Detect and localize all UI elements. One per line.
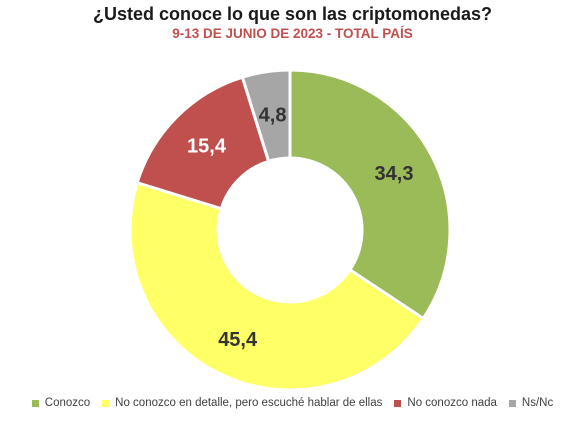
legend-item-conozco: Conozco xyxy=(31,397,91,409)
slice-no-conozco-en-detalle xyxy=(128,180,426,392)
chart-subtitle: 9-13 DE JUNIO DE 2023 - TOTAL PAÍS xyxy=(172,26,413,41)
legend-item-no-conozco-en-detalle: No conozco en detalle, pero escuché habl… xyxy=(102,397,382,409)
data-label-no-conozco-nada: 15,4 xyxy=(187,136,227,158)
legend-label-no-conozco-nada: No conozco nada xyxy=(407,397,497,409)
legend-swatch-conozco xyxy=(31,399,39,407)
legend-swatch-no-conozco-nada xyxy=(394,399,402,407)
legend-swatch-ns-nc xyxy=(508,399,516,407)
legend-label-no-conozco-en-detalle: No conozco en detalle, pero escuché habl… xyxy=(115,397,383,409)
data-label-ns-nc: 4,8 xyxy=(259,104,287,126)
slice-conozco xyxy=(288,68,452,321)
slice-ns-nc xyxy=(240,68,292,164)
data-label-conozco: 34,3 xyxy=(375,163,414,185)
legend-label-ns-nc: Ns/Nc xyxy=(521,397,554,409)
legend-item-no-conozco-nada: No conozco nada xyxy=(394,397,497,409)
legend-item-ns-nc: Ns/Nc xyxy=(508,397,554,409)
slice-no-conozco-nada xyxy=(135,75,271,211)
legend-label-conozco: Conozco xyxy=(44,397,91,409)
data-label-no-conozco-en-detalle: 45,4 xyxy=(218,329,258,351)
legend-swatch-no-conozco-en-detalle xyxy=(102,399,110,407)
legend: Conozco No conozco en detalle, pero escu… xyxy=(0,397,585,409)
chart-title: ¿Usted conoce lo que son las criptomoned… xyxy=(92,4,493,24)
